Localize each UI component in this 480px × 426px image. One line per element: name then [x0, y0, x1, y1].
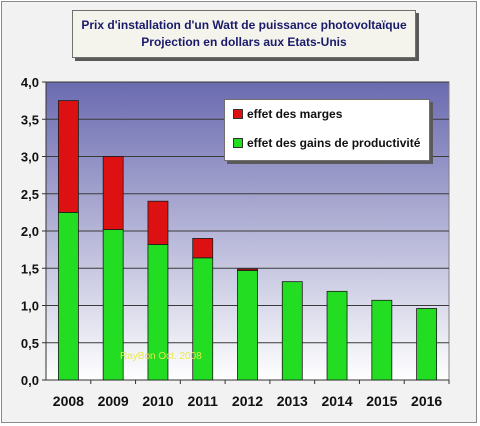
watermark: RayBon Oct. 2008 — [120, 351, 202, 362]
bar-productivite-2014 — [326, 290, 348, 381]
y-tick-label: 0,5 — [21, 336, 39, 351]
bar-productivite-2013 — [281, 281, 303, 381]
y-tick-label: 2,0 — [21, 224, 39, 239]
chart-title: Prix d'installation d'un Watt de puissan… — [72, 10, 416, 58]
chart-title-line1: Prix d'installation d'un Watt de puissan… — [81, 18, 407, 32]
chart-title-line2: Projection en dollars aux Etats-Unis — [141, 35, 347, 49]
bar-productivite-2015 — [371, 299, 393, 381]
legend: effet des marges effet des gains de prod… — [224, 99, 430, 161]
x-tick-label: 2015 — [366, 393, 397, 409]
x-tick-label: 2010 — [142, 393, 173, 409]
x-tick-label: 2008 — [53, 393, 84, 409]
y-tick-label: 3,5 — [21, 112, 39, 127]
y-tick-label: 1,0 — [21, 299, 39, 314]
bar-marges-2008 — [57, 100, 79, 213]
x-tick-label: 2009 — [98, 393, 129, 409]
y-tick-label: 1,5 — [21, 261, 39, 276]
legend-item-marges: effet des marges — [233, 107, 342, 121]
bar-marges-2010 — [147, 200, 169, 245]
y-tick-label: 3,0 — [21, 150, 39, 165]
legend-swatch-productivite — [233, 138, 243, 148]
legend-item-productivite: effet des gains de productivité — [233, 136, 420, 150]
bar-productivite-2016 — [416, 308, 438, 381]
legend-label-marges: effet des marges — [247, 107, 343, 121]
bar-marges-2011 — [192, 238, 214, 259]
x-tick-label: 2011 — [188, 393, 219, 409]
y-tick-label: 4,0 — [21, 75, 39, 90]
legend-label-productivite: effet des gains de productivité — [247, 136, 421, 150]
bar-marges-2009 — [102, 156, 124, 230]
legend-swatch-marges — [233, 109, 243, 119]
x-tick-label: 2014 — [321, 393, 352, 409]
bar-productivite-2012 — [237, 270, 258, 381]
bar-marges-2012 — [237, 268, 258, 271]
x-tick-label: 2012 — [232, 393, 263, 409]
bar-productivite-2008 — [57, 211, 79, 381]
x-tick-label: 2016 — [411, 393, 442, 409]
y-tick-label: 0,0 — [21, 373, 39, 388]
x-tick-label: 2013 — [277, 393, 308, 409]
y-tick-label: 2,5 — [21, 187, 39, 202]
